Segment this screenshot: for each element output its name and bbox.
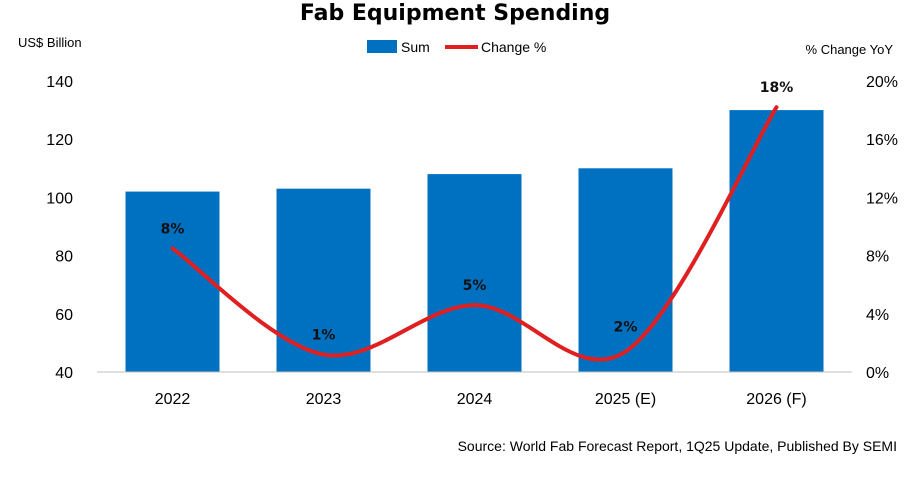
x-axis: 2022 2023 2024 2025 (E) 2026 (F) xyxy=(155,391,807,408)
y-tick-label: 40 xyxy=(55,365,73,382)
y2-tick-label: 8% xyxy=(866,249,889,266)
x-tick-label: 2023 xyxy=(306,391,342,408)
y-tick-label: 80 xyxy=(55,249,73,266)
change-data-labels: 8% 1% 5% 2% 18% xyxy=(161,80,794,343)
y-tick-label: 140 xyxy=(46,74,73,91)
y-axis: 40 60 80 100 120 140 xyxy=(46,74,73,382)
change-label-0: 8% xyxy=(161,221,185,237)
y-tick-label: 100 xyxy=(46,190,73,207)
x-tick-label: 2026 (F) xyxy=(746,391,806,408)
bar-4 xyxy=(729,110,824,372)
y2-tick-label: 16% xyxy=(866,132,898,149)
legend-label-change: Change % xyxy=(481,39,546,55)
change-label-4: 18% xyxy=(760,80,794,96)
y2-tick-label: 4% xyxy=(866,307,889,324)
x-tick-label: 2025 (E) xyxy=(595,391,656,408)
y-axis-title: US$ Billion xyxy=(18,35,82,50)
bar-3 xyxy=(578,168,673,372)
bar-0 xyxy=(125,191,220,372)
y-tick-label: 60 xyxy=(55,307,73,324)
y2-tick-label: 12% xyxy=(866,190,898,207)
y2-axis: 0% 4% 8% 12% 16% 20% xyxy=(866,74,898,382)
change-label-2: 5% xyxy=(463,278,487,294)
bar-2 xyxy=(427,174,522,372)
change-line-series xyxy=(170,105,779,362)
legend-label-sum: Sum xyxy=(401,39,430,55)
source-note: Source: World Fab Forecast Report, 1Q25 … xyxy=(458,438,897,454)
x-tick-label: 2024 xyxy=(457,391,493,408)
legend-swatch-sum xyxy=(367,40,397,53)
change-label-3: 2% xyxy=(614,320,638,336)
change-label-1: 1% xyxy=(312,328,336,344)
chart-title: Fab Equipment Spending xyxy=(300,1,610,26)
y2-tick-label: 0% xyxy=(866,365,889,382)
y-tick-label: 120 xyxy=(46,132,73,149)
legend: Sum Change % xyxy=(367,39,546,55)
y2-tick-label: 20% xyxy=(866,74,898,91)
x-tick-label: 2022 xyxy=(155,391,191,408)
y2-axis-title: % Change YoY xyxy=(806,42,894,57)
bar-series xyxy=(125,110,824,372)
bar-1 xyxy=(276,188,371,372)
